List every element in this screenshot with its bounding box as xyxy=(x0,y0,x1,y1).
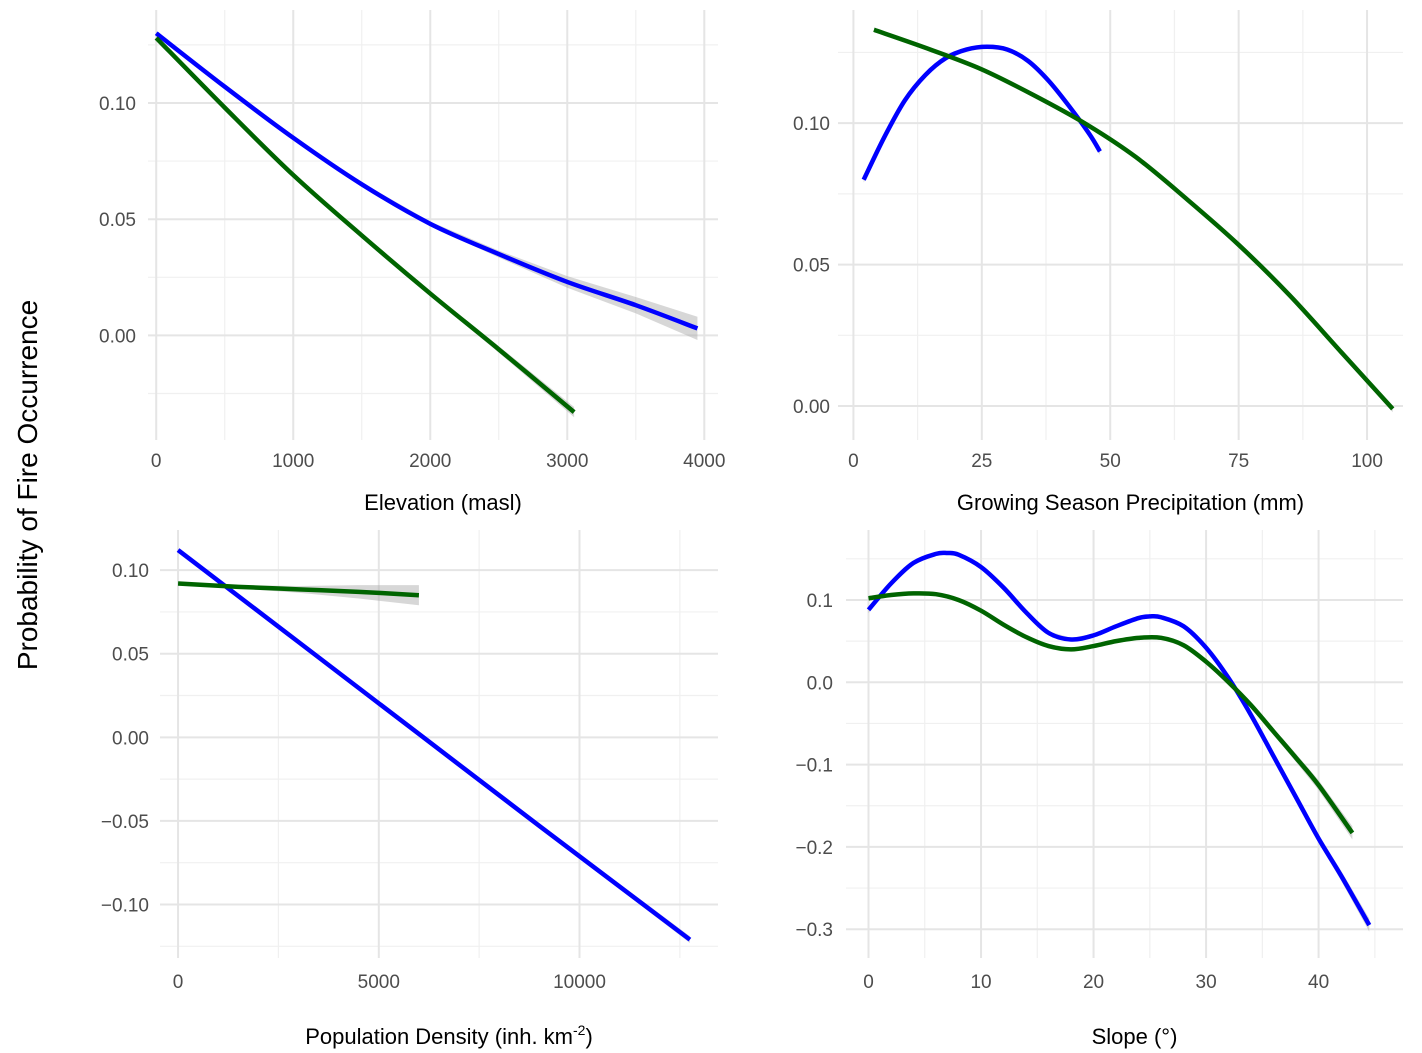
panel-slope: 0 10 20 30 40 −0.3 −0.2 −0.1 0.0 0.1 Slope (°) xyxy=(795,530,1403,1049)
panel-population-density: 0 5000 10000 −0.10 −0.05 0.00 0.05 0.10 Populati… xyxy=(101,530,718,1049)
y-tick-label: 0.00 xyxy=(793,397,830,418)
x-tick-label: 0 xyxy=(173,972,184,993)
y-tick-label: 0.05 xyxy=(99,210,136,231)
confidence-band-blue xyxy=(868,551,1370,932)
y-tick-label: 0.0 xyxy=(807,673,833,694)
series-line-green xyxy=(873,27,1395,411)
x-tick-label: 2000 xyxy=(409,451,451,472)
x-axis-label: Population Density (inh. km-2) xyxy=(305,1022,593,1049)
x-tick-label: 25 xyxy=(971,451,992,472)
x-tick-label: 50 xyxy=(1100,451,1121,472)
x-tick-label: 10000 xyxy=(553,972,606,993)
y-tick-label: −0.10 xyxy=(101,896,149,917)
x-axis-label: Growing Season Precipitation (mm) xyxy=(957,490,1304,515)
y-tick-label: −0.1 xyxy=(795,756,833,777)
x-tick-label: 30 xyxy=(1196,972,1217,993)
y-tick-label: 0.05 xyxy=(793,256,830,277)
series-line-blue xyxy=(866,550,1372,927)
x-tick-label: 0 xyxy=(863,972,874,993)
x-tick-label: 10 xyxy=(970,972,991,993)
x-tick-label: 75 xyxy=(1228,451,1249,472)
confidence-band-green xyxy=(873,27,1393,413)
x-tick-label: 0 xyxy=(151,451,162,472)
x-tick-label: 1000 xyxy=(272,451,314,472)
series-line-green xyxy=(177,581,420,598)
y-axis-label: Probability of Fire Occurrence xyxy=(12,300,43,670)
x-tick-label: 3000 xyxy=(546,451,588,472)
confidence-band-blue xyxy=(156,31,698,341)
panel-elevation: 0 1000 2000 3000 4000 0.00 0.05 0.10 Elevation (… xyxy=(99,10,725,515)
x-tick-label: 100 xyxy=(1351,451,1383,472)
series-line-blue xyxy=(176,548,692,942)
x-axis-label: Slope (°) xyxy=(1092,1024,1178,1049)
series-line-blue xyxy=(861,44,1102,181)
y-tick-label: 0.1 xyxy=(807,591,833,612)
x-tick-label: 4000 xyxy=(683,451,725,472)
series-line-green xyxy=(154,36,576,414)
x-axis-label: Elevation (masl) xyxy=(364,490,522,515)
series-line-blue xyxy=(154,31,699,331)
x-tick-label: 5000 xyxy=(358,972,400,993)
panel-precipitation: 0 25 50 75 100 0.00 0.05 0.10 Growing Season Pre… xyxy=(793,10,1403,515)
y-tick-label: −0.3 xyxy=(795,920,833,941)
x-tick-label: 40 xyxy=(1308,972,1329,993)
y-tick-label: −0.05 xyxy=(101,812,149,833)
y-tick-label: −0.2 xyxy=(795,838,833,859)
y-tick-label: 0.10 xyxy=(99,94,136,115)
y-tick-label: 0.00 xyxy=(112,728,149,749)
y-tick-label: 0.10 xyxy=(793,114,830,135)
x-tick-label: 20 xyxy=(1083,972,1104,993)
series-line-green xyxy=(868,591,1355,835)
y-tick-label: 0.10 xyxy=(112,561,149,582)
y-tick-label: 0.00 xyxy=(99,326,136,347)
x-tick-label: 0 xyxy=(848,451,859,472)
y-tick-label: 0.05 xyxy=(112,645,149,666)
